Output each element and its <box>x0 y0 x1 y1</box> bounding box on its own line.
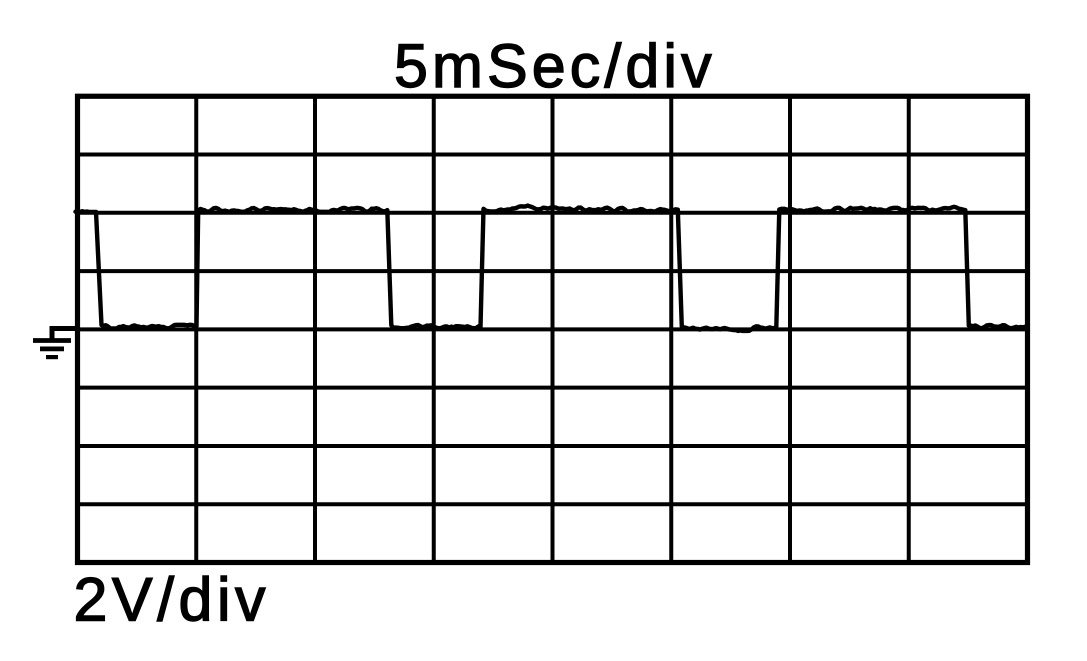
svg-text:2V/div: 2V/div <box>74 566 271 634</box>
svg-text:5mSec/div: 5mSec/div <box>394 32 716 100</box>
